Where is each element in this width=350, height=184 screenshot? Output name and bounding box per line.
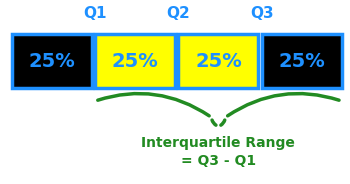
Text: Q3: Q3 xyxy=(250,6,274,21)
FancyBboxPatch shape xyxy=(262,34,342,88)
FancyBboxPatch shape xyxy=(12,34,92,88)
FancyBboxPatch shape xyxy=(95,34,175,88)
FancyBboxPatch shape xyxy=(178,34,258,88)
Text: Interquartile Range
= Q3 - Q1: Interquartile Range = Q3 - Q1 xyxy=(141,136,295,168)
Text: Q1: Q1 xyxy=(83,6,107,21)
Text: 25%: 25% xyxy=(112,52,159,71)
Text: Q2: Q2 xyxy=(167,6,190,21)
Text: 25%: 25% xyxy=(278,52,325,71)
Text: 25%: 25% xyxy=(195,52,242,71)
Text: 25%: 25% xyxy=(28,52,75,71)
